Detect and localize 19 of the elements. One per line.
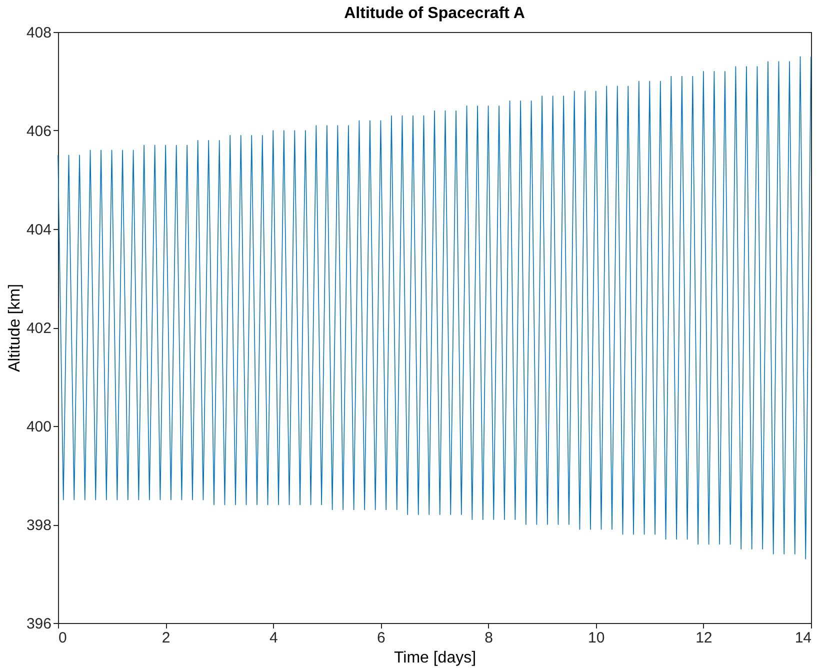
x-tick-label: 4 (269, 630, 278, 646)
y-tick-label: 396 (26, 616, 52, 632)
x-tick-label: 2 (162, 630, 170, 646)
x-tick-label: 10 (588, 630, 605, 646)
x-axis-title: Time [days] (394, 650, 476, 666)
y-tick-label: 402 (26, 320, 52, 337)
x-tick-label: 8 (484, 630, 493, 646)
line-series (58, 56, 812, 560)
y-tick-label: 398 (26, 517, 52, 534)
x-tick-label: 14 (794, 630, 812, 646)
x-tick-label: 12 (696, 630, 712, 646)
y-tick-label: 400 (26, 418, 52, 436)
chart-title: Altitude of Spacecraft A (344, 5, 526, 22)
y-tick-label: 408 (26, 24, 52, 42)
y-axis-title: Altitude [km] (6, 284, 24, 372)
y-tick-label: 406 (26, 123, 52, 140)
y-tick-label: 404 (26, 222, 52, 238)
x-tick-label: 0 (58, 630, 67, 646)
x-tick-label: 6 (377, 630, 386, 646)
